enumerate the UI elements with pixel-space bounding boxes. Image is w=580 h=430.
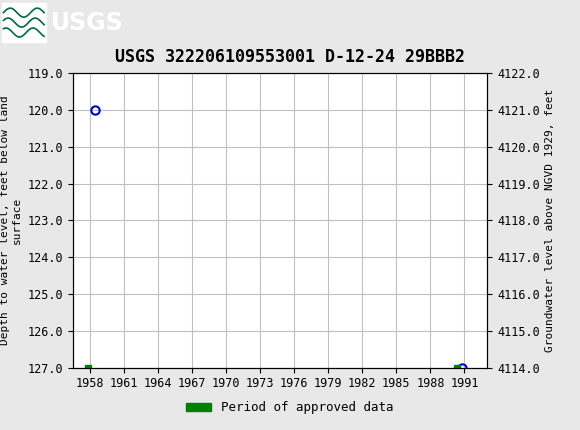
Legend: Period of approved data: Period of approved data bbox=[181, 396, 399, 419]
Text: USGS: USGS bbox=[51, 11, 124, 34]
FancyBboxPatch shape bbox=[2, 3, 46, 43]
Y-axis label: Groundwater level above NGVD 1929, feet: Groundwater level above NGVD 1929, feet bbox=[545, 89, 555, 352]
Y-axis label: Depth to water level, feet below land
surface: Depth to water level, feet below land su… bbox=[0, 95, 21, 345]
Text: USGS 322206109553001 D-12-24 29BBB2: USGS 322206109553001 D-12-24 29BBB2 bbox=[115, 48, 465, 66]
